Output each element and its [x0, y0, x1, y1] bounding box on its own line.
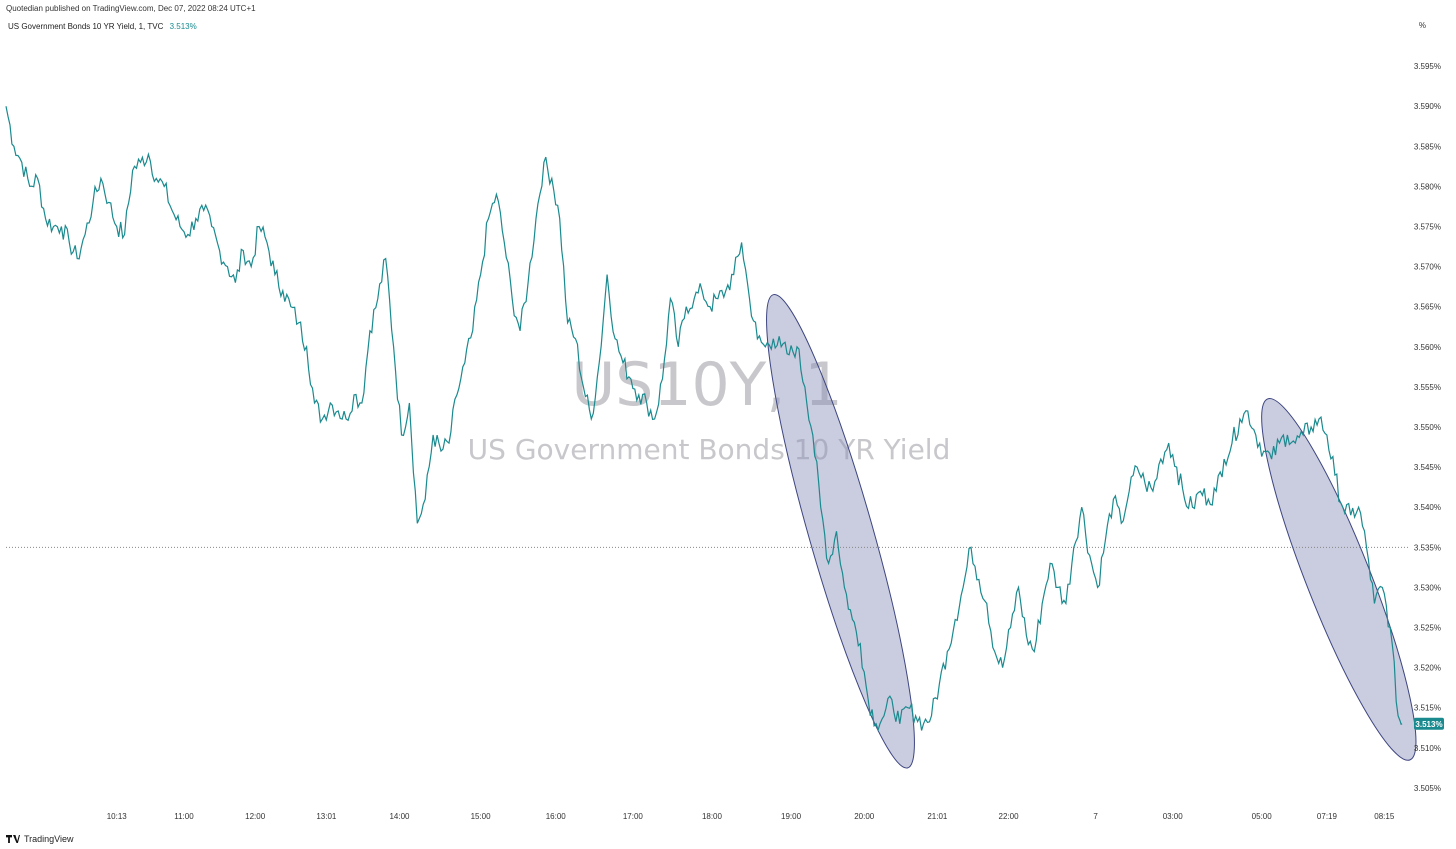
y-tick-label: 3.575%: [1414, 223, 1441, 232]
y-axis[interactable]: 3.595% 3.590% 3.585% 3.580% 3.575% 3.570% 3.56…: [1414, 62, 1441, 793]
x-tick-label: 07:19: [1317, 812, 1338, 821]
x-tick-label: 14:00: [389, 812, 410, 821]
x-tick-label: 20:00: [854, 812, 875, 821]
x-tick-label: 7: [1093, 812, 1098, 821]
x-tick-label: 15:00: [471, 812, 492, 821]
x-tick-label: 21:01: [927, 812, 948, 821]
x-tick-label: 18:00: [702, 812, 723, 821]
last-value-label: 3.513%: [1415, 720, 1442, 729]
last-value-badge: 3.513%: [1414, 717, 1444, 730]
watermark-name: US Government Bonds 10 YR Yield: [468, 433, 951, 466]
x-tick-label: 19:00: [781, 812, 802, 821]
watermark: US10Y, 1 US Government Bonds 10 YR Yield: [468, 350, 951, 466]
x-tick-label: 13:01: [316, 812, 337, 821]
highlight-ellipse-1: [766, 294, 915, 769]
y-tick-label: 3.595%: [1414, 62, 1441, 71]
symbol-name: US Government Bonds 10 YR Yield, 1, TVC: [8, 22, 164, 31]
y-tick-label: 3.565%: [1414, 303, 1441, 312]
y-tick-label: 3.550%: [1414, 423, 1441, 432]
y-tick-label: 3.505%: [1414, 784, 1441, 793]
published-line: Quotedian published on TradingView.com, …: [6, 4, 256, 13]
y-tick-label: 3.580%: [1414, 182, 1441, 191]
x-tick-label: 08:15: [1374, 812, 1395, 821]
x-tick-label: 12:00: [245, 812, 266, 821]
x-tick-label: 03:00: [1163, 812, 1184, 821]
series-line: [5, 106, 1403, 733]
price-axis-unit: %: [1418, 21, 1426, 30]
tradingview-brand: TradingView: [24, 834, 74, 844]
y-tick-label: 3.585%: [1414, 142, 1441, 151]
x-tick-label: 10:13: [107, 812, 128, 821]
x-tick-label: 16:00: [546, 812, 567, 821]
y-tick-label: 3.530%: [1414, 583, 1441, 592]
y-tick-label: 3.570%: [1414, 263, 1441, 272]
tradingview-logo-icon: [6, 835, 20, 843]
y-tick-label: 3.515%: [1414, 704, 1441, 713]
highlight-ellipses: [766, 294, 1417, 769]
y-tick-label: 3.555%: [1414, 383, 1441, 392]
y-tick-label: 3.520%: [1414, 664, 1441, 673]
symbol-value: 3.513%: [169, 22, 197, 31]
highlight-ellipse-2: [1261, 398, 1417, 761]
y-tick-label: 3.535%: [1414, 543, 1441, 552]
y-tick-label: 3.560%: [1414, 343, 1441, 352]
last-value-badge-bg: [1414, 717, 1444, 730]
y-tick-label: 3.545%: [1414, 463, 1441, 472]
tradingview-logo[interactable]: TradingView: [6, 834, 74, 844]
y-tick-label: 3.590%: [1414, 102, 1441, 111]
x-axis[interactable]: 10:13 11:00 12:00 13:01 14:00 15:00 16:00 17:00…: [107, 812, 1395, 821]
x-tick-label: 05:00: [1252, 812, 1273, 821]
y-tick-label: 3.510%: [1414, 744, 1441, 753]
y-tick-label: 3.525%: [1414, 624, 1441, 633]
watermark-ticker: US10Y, 1: [571, 350, 842, 420]
x-tick-label: 17:00: [623, 812, 644, 821]
symbol-legend[interactable]: US Government Bonds 10 YR Yield, 1, TVC …: [8, 22, 197, 31]
y-tick-label: 3.540%: [1414, 503, 1441, 512]
x-tick-label: 22:00: [999, 812, 1020, 821]
x-tick-label: 11:00: [174, 812, 194, 821]
